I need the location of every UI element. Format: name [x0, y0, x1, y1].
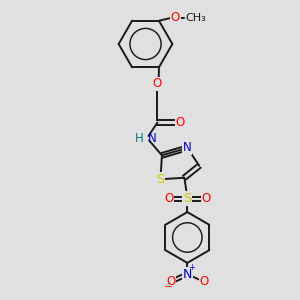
Text: S: S: [183, 192, 191, 205]
Text: +: +: [188, 263, 195, 272]
Text: S: S: [156, 173, 165, 186]
Text: N: N: [183, 141, 192, 154]
Text: O: O: [166, 275, 176, 288]
Text: CH₃: CH₃: [185, 13, 206, 23]
Text: H: H: [135, 132, 144, 146]
Text: O: O: [201, 192, 211, 205]
Text: N: N: [183, 268, 192, 281]
Text: O: O: [199, 275, 208, 288]
Text: O: O: [171, 11, 180, 24]
Text: −: −: [164, 282, 172, 292]
Text: O: O: [175, 116, 184, 129]
Text: O: O: [164, 192, 173, 205]
Text: N: N: [148, 132, 157, 146]
Text: O: O: [153, 77, 162, 90]
